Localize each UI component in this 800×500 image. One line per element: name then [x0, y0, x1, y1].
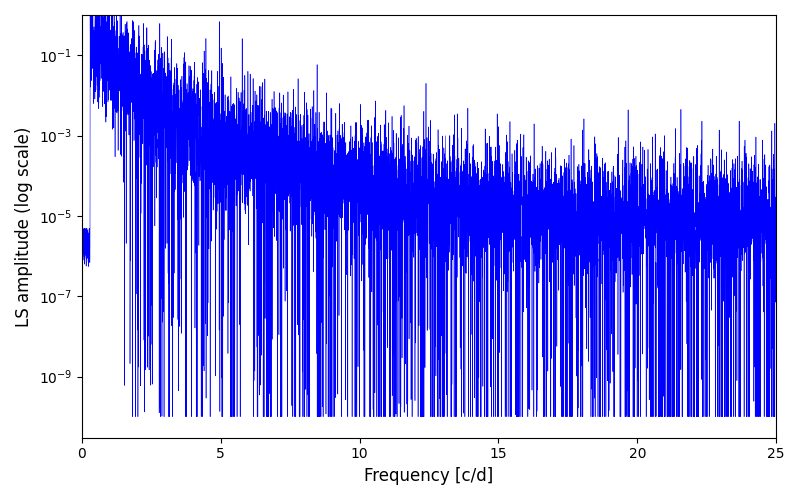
X-axis label: Frequency [c/d]: Frequency [c/d]: [364, 467, 494, 485]
Y-axis label: LS amplitude (log scale): LS amplitude (log scale): [15, 126, 33, 326]
